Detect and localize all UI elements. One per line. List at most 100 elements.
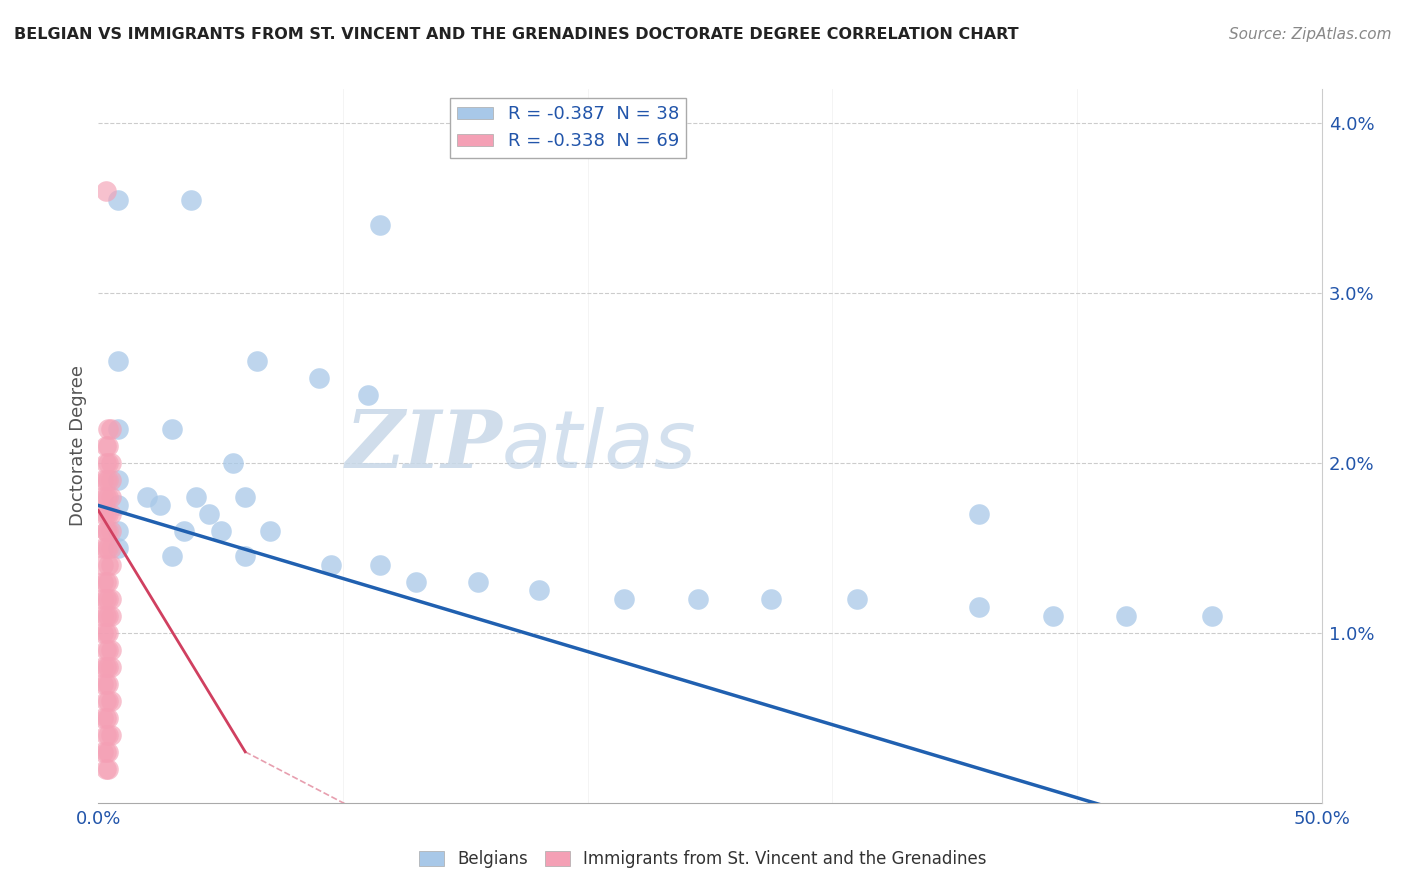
Point	[97, 541, 120, 555]
Point	[107, 422, 129, 436]
Point	[94, 762, 117, 776]
Point	[94, 694, 117, 708]
Point	[94, 490, 117, 504]
Point	[97, 490, 120, 504]
Point	[94, 574, 117, 589]
Point	[761, 591, 783, 606]
Point	[97, 626, 120, 640]
Point	[94, 473, 117, 487]
Point	[197, 507, 219, 521]
Point	[1042, 608, 1064, 623]
Point	[91, 608, 114, 623]
Point	[94, 524, 117, 538]
Point	[405, 574, 427, 589]
Point	[97, 507, 120, 521]
Point	[91, 473, 114, 487]
Point	[845, 591, 868, 606]
Point	[233, 490, 256, 504]
Point	[91, 541, 114, 555]
Point	[97, 677, 120, 691]
Point	[368, 218, 391, 232]
Point	[356, 388, 378, 402]
Point	[246, 354, 269, 368]
Point	[209, 524, 232, 538]
Point	[97, 608, 120, 623]
Point	[94, 524, 117, 538]
Point	[91, 507, 114, 521]
Point	[94, 745, 117, 759]
Point	[368, 558, 391, 572]
Point	[233, 549, 256, 564]
Point	[1115, 608, 1137, 623]
Point	[222, 456, 245, 470]
Point	[94, 728, 117, 742]
Text: atlas: atlas	[502, 407, 697, 485]
Point	[94, 184, 117, 198]
Point	[319, 558, 342, 572]
Point	[180, 193, 202, 207]
Point	[97, 439, 120, 453]
Text: Source: ZipAtlas.com: Source: ZipAtlas.com	[1229, 27, 1392, 42]
Point	[107, 193, 129, 207]
Point	[91, 574, 114, 589]
Point	[967, 507, 990, 521]
Point	[97, 591, 120, 606]
Point	[100, 591, 122, 606]
Point	[100, 643, 122, 657]
Point	[97, 660, 120, 674]
Point	[107, 354, 129, 368]
Point	[149, 499, 172, 513]
Point	[100, 728, 122, 742]
Point	[91, 660, 114, 674]
Point	[91, 591, 114, 606]
Point	[91, 711, 114, 725]
Point	[91, 745, 114, 759]
Point	[97, 473, 120, 487]
Point	[97, 711, 120, 725]
Point	[100, 490, 122, 504]
Point	[100, 660, 122, 674]
Point	[100, 558, 122, 572]
Point	[100, 694, 122, 708]
Point	[94, 456, 117, 470]
Point	[97, 456, 120, 470]
Text: ZIP: ZIP	[346, 408, 502, 484]
Point	[97, 524, 120, 538]
Point	[107, 499, 129, 513]
Y-axis label: Doctorate Degree: Doctorate Degree	[69, 366, 87, 526]
Point	[97, 558, 120, 572]
Point	[613, 591, 636, 606]
Point	[94, 711, 117, 725]
Point	[100, 608, 122, 623]
Point	[94, 439, 117, 453]
Point	[967, 600, 990, 615]
Point	[308, 371, 330, 385]
Point	[94, 626, 117, 640]
Point	[173, 524, 195, 538]
Point	[160, 549, 183, 564]
Point	[94, 677, 117, 691]
Point	[100, 541, 122, 555]
Point	[94, 541, 117, 555]
Point	[94, 591, 117, 606]
Point	[97, 728, 120, 742]
Point	[97, 422, 120, 436]
Point	[686, 591, 709, 606]
Point	[259, 524, 281, 538]
Point	[136, 490, 159, 504]
Point	[467, 574, 489, 589]
Point	[100, 422, 122, 436]
Point	[94, 643, 117, 657]
Point	[91, 490, 114, 504]
Legend: R = -0.387  N = 38, R = -0.338  N = 69: R = -0.387 N = 38, R = -0.338 N = 69	[450, 98, 686, 158]
Point	[186, 490, 208, 504]
Point	[100, 507, 122, 521]
Point	[100, 524, 122, 538]
Point	[97, 762, 120, 776]
Point	[100, 456, 122, 470]
Point	[97, 694, 120, 708]
Point	[94, 507, 117, 521]
Point	[107, 473, 129, 487]
Point	[527, 583, 550, 598]
Text: BELGIAN VS IMMIGRANTS FROM ST. VINCENT AND THE GRENADINES DOCTORATE DEGREE CORRE: BELGIAN VS IMMIGRANTS FROM ST. VINCENT A…	[14, 27, 1019, 42]
